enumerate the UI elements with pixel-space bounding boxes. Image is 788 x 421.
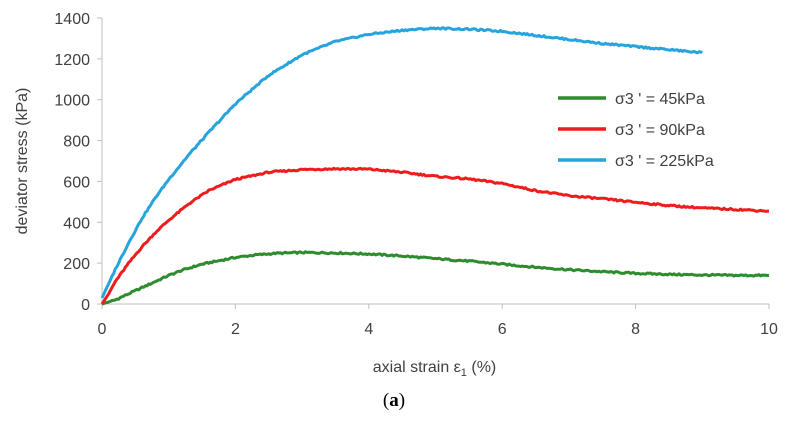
y-tick-label: 200 [63,256,90,273]
caption-open: ( [382,390,390,411]
caption-close: ) [398,390,406,411]
y-tick-label: 0 [81,297,90,314]
axes: 0 200 400 600 800 1000 1200 1400 0 2 4 6 8 10 axial st… [14,11,778,379]
x-tick-label: 10 [760,321,778,338]
y-tick-label: 400 [63,215,90,232]
legend-label-2: σ3 ' = 90kPa [615,122,705,139]
y-tick-label: 800 [63,134,90,151]
series-line-2 [100,166,769,305]
caption-letter: a [389,390,399,411]
plot-area [100,26,770,306]
x-tick-label: 6 [498,321,507,338]
legend-label-1: σ3 ' = 45kPa [615,91,705,108]
y-tick-label: 1200 [54,52,90,69]
series-line-3 [100,26,703,299]
x-tick-label: 8 [631,321,640,338]
legend-label-3: σ3 ' = 225kPa [615,153,714,170]
legend: σ3 ' = 45kPa σ3 ' = 90kPa σ3 ' = 225kPa [558,91,714,170]
x-tick-label: 2 [231,321,240,338]
figure-caption: (a) [0,390,788,412]
x-tick-label: 4 [364,321,373,338]
y-axis-label: deviator stress (kPa) [14,88,31,235]
series-line-1 [101,250,770,306]
y-tick-label: 1000 [54,93,90,110]
y-tick-label: 1400 [54,11,90,28]
y-tick-label: 600 [63,174,90,191]
x-axis-label: axial strain ε1 (%) [373,359,497,379]
x-tick-label: 0 [98,321,107,338]
